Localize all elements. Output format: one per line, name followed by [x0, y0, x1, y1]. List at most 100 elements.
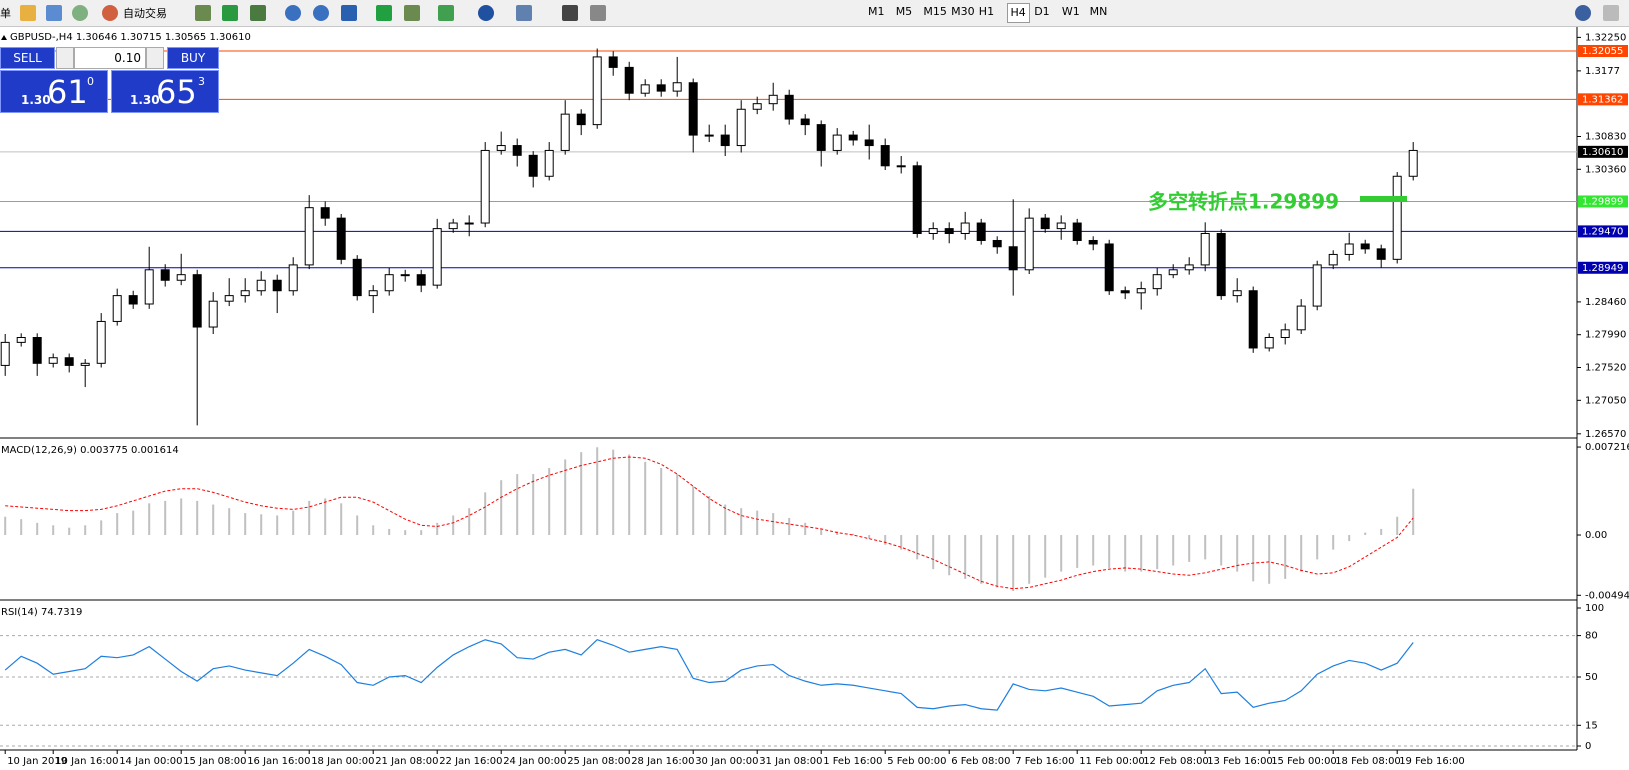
autotrade[interactable]: 自动交易	[123, 7, 167, 20]
candle-body	[720, 134, 730, 147]
timeframe[interactable]: M30	[951, 5, 975, 18]
icon[interactable]	[341, 5, 357, 21]
histogram-bar	[1204, 535, 1207, 560]
timeframe[interactable]: M1	[868, 5, 885, 18]
icon[interactable]	[285, 5, 301, 21]
candle-body	[528, 154, 538, 177]
timeframe[interactable]: H4	[1006, 3, 1030, 23]
icon[interactable]	[404, 5, 420, 21]
histogram-bar	[724, 504, 727, 536]
candle-body	[272, 279, 282, 292]
histogram-bar	[1044, 535, 1047, 578]
x-tick-label: 16 Jan 16:00	[247, 756, 310, 767]
histogram-bar	[1124, 535, 1127, 572]
timeframe[interactable]: MN	[1089, 5, 1108, 18]
icon[interactable]	[1603, 5, 1619, 21]
buy-button[interactable]: BUY	[167, 47, 219, 69]
histogram-bar	[1364, 532, 1367, 536]
x-tick-label: 10 Jan 2019	[7, 756, 67, 767]
candle-body	[1088, 239, 1098, 245]
histogram-bar	[340, 503, 343, 536]
x-tick-label: 19 Feb 16:00	[1399, 756, 1465, 767]
x-tick-label: 30 Jan 00:00	[695, 756, 758, 767]
icon[interactable]	[195, 5, 211, 21]
icon[interactable]	[222, 5, 238, 21]
timeframe[interactable]: D1	[1034, 5, 1050, 18]
sell-button[interactable]: SELL	[0, 47, 55, 69]
icon[interactable]	[590, 5, 606, 21]
timeframe[interactable]: W1	[1061, 5, 1080, 18]
bid-frac: 0	[87, 75, 94, 88]
candle-body	[128, 295, 138, 305]
candle-body	[1216, 233, 1226, 297]
histogram-bar	[500, 480, 503, 536]
histogram-bar	[804, 522, 807, 536]
candle-body	[400, 274, 410, 277]
candle-body	[0, 341, 10, 366]
lot-up[interactable]	[146, 47, 164, 69]
histogram-bar	[708, 496, 711, 536]
histogram-bar	[964, 535, 967, 579]
timeframe[interactable]: H1	[978, 5, 995, 18]
histogram-bar	[164, 500, 167, 536]
histogram-bar	[932, 535, 935, 570]
x-tick-label: 14 Jan 00:00	[119, 756, 182, 767]
histogram-bar	[1380, 528, 1383, 536]
histogram-bar	[532, 474, 535, 536]
x-tick-label: 6 Feb 08:00	[951, 756, 1010, 767]
candle-body	[704, 134, 714, 137]
candle-body	[768, 94, 778, 105]
histogram-bar	[180, 498, 183, 536]
histogram-bar	[868, 535, 871, 539]
icon[interactable]	[313, 5, 329, 21]
price-level-label: 1.28949	[1582, 263, 1623, 274]
histogram-bar	[1028, 535, 1031, 584]
candle-body	[1072, 222, 1082, 241]
icon[interactable]	[102, 5, 118, 21]
candle-body	[224, 295, 234, 302]
histogram-bar	[372, 525, 375, 536]
candle-body	[80, 362, 90, 366]
icon[interactable]	[20, 5, 36, 21]
candle-body	[368, 290, 378, 297]
bid-box[interactable]: 1.30 61 0	[0, 70, 108, 113]
title-arrow	[1, 35, 7, 40]
histogram-bar	[324, 498, 327, 536]
lot-input[interactable]: 0.10	[74, 47, 146, 69]
menu[interactable]: 单	[0, 7, 11, 20]
icon[interactable]	[46, 5, 62, 21]
histogram-bar	[1188, 535, 1191, 562]
icon[interactable]	[438, 5, 454, 21]
lot-down[interactable]	[56, 47, 74, 69]
icon[interactable]	[562, 5, 578, 21]
histogram-bar	[132, 510, 135, 536]
annotation: 多空转折点1.29899	[1148, 190, 1339, 214]
histogram-bar	[436, 522, 439, 536]
timeframe[interactable]: M5	[895, 5, 913, 18]
histogram-bar	[1316, 535, 1319, 560]
search[interactable]	[1575, 5, 1591, 21]
candle-body	[16, 336, 26, 343]
histogram-bar	[452, 515, 455, 536]
icon[interactable]	[250, 5, 266, 21]
histogram-bar	[564, 459, 567, 536]
y-tick-label: 1.3177	[1585, 66, 1620, 77]
icon[interactable]	[72, 5, 88, 21]
timeframe[interactable]: M15	[923, 5, 947, 18]
candle-body	[496, 145, 506, 151]
histogram-bar	[84, 525, 87, 536]
ask-box[interactable]: 1.30 65 3	[111, 70, 219, 113]
y-tick-label: -0.004943	[1585, 590, 1629, 601]
icon[interactable]	[516, 5, 532, 21]
candle-body	[416, 274, 426, 286]
icon[interactable]	[376, 5, 392, 21]
y-tick-label: 1.32250	[1585, 32, 1626, 43]
histogram-bar	[388, 528, 391, 536]
candle-body	[144, 269, 154, 305]
candle-body	[1232, 290, 1242, 297]
x-tick-label: 31 Jan 08:00	[759, 756, 822, 767]
candle-body	[64, 357, 74, 366]
icon[interactable]	[478, 5, 494, 21]
x-tick-label: 28 Jan 16:00	[631, 756, 694, 767]
candle-body	[1056, 222, 1066, 230]
